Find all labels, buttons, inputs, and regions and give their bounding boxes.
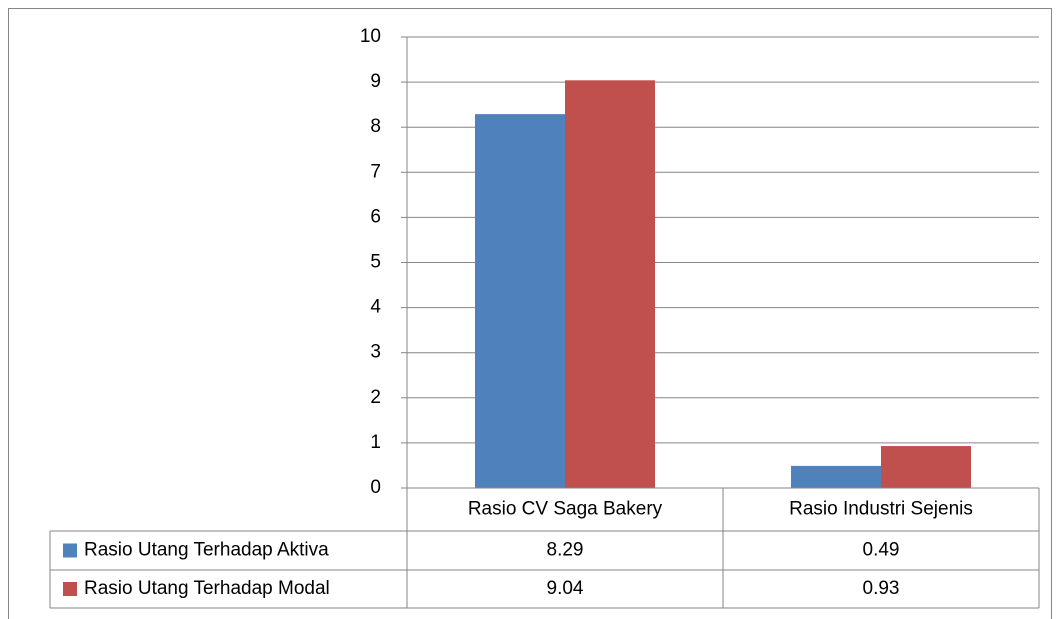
y-tick-label: 5 [370,252,381,273]
table-category: Rasio Industri Sejenis [789,499,973,520]
legend-key [63,543,77,558]
y-tick-label: 7 [370,161,381,182]
y-tick-label: 9 [370,71,381,92]
bar [791,465,881,488]
bar [565,80,655,489]
table-value: 0.49 [863,540,900,561]
y-tick-label: 8 [370,116,381,137]
y-tick-label: 6 [370,206,381,227]
bar [475,114,565,488]
table-category: Rasio CV Saga Bakery [468,499,663,520]
bar [881,446,971,488]
legend-label: Rasio Utang Terhadap Aktiva [84,540,329,561]
table-value: 8.29 [547,540,584,561]
legend-label: Rasio Utang Terhadap Modal [84,578,330,599]
legend-key [63,582,77,596]
y-tick-label: 3 [370,342,381,363]
y-tick-label: 10 [360,26,381,47]
y-tick-label: 1 [370,432,381,453]
y-tick-label: 0 [370,477,381,498]
table-value: 9.04 [547,578,584,599]
table-value: 0.93 [863,578,900,599]
y-tick-label: 2 [370,387,381,408]
y-tick-label: 4 [370,297,381,318]
